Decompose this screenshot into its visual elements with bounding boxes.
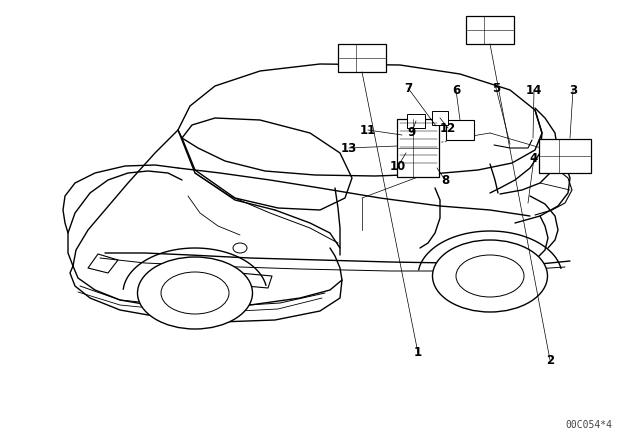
- Ellipse shape: [138, 257, 253, 329]
- Bar: [446, 120, 474, 140]
- Text: 9: 9: [408, 125, 416, 138]
- Bar: [466, 16, 514, 44]
- Text: 5: 5: [492, 82, 500, 95]
- Bar: [397, 119, 439, 177]
- Text: 1: 1: [414, 346, 422, 359]
- Text: 14: 14: [526, 83, 542, 96]
- Text: 3: 3: [569, 83, 577, 96]
- Text: 13: 13: [341, 142, 357, 155]
- Text: 2: 2: [546, 353, 554, 366]
- Ellipse shape: [161, 272, 229, 314]
- Text: 11: 11: [360, 124, 376, 137]
- Ellipse shape: [233, 243, 247, 253]
- Text: 4: 4: [530, 151, 538, 164]
- Text: 10: 10: [390, 159, 406, 172]
- Text: 12: 12: [440, 121, 456, 134]
- Ellipse shape: [433, 240, 547, 312]
- Text: 00C054*4: 00C054*4: [565, 420, 612, 430]
- Ellipse shape: [456, 255, 524, 297]
- Text: 6: 6: [452, 83, 460, 96]
- Text: 8: 8: [441, 173, 449, 186]
- Bar: [407, 114, 425, 128]
- Bar: [432, 111, 448, 125]
- Bar: [539, 139, 591, 173]
- Text: 7: 7: [404, 82, 412, 95]
- Bar: [338, 44, 386, 72]
